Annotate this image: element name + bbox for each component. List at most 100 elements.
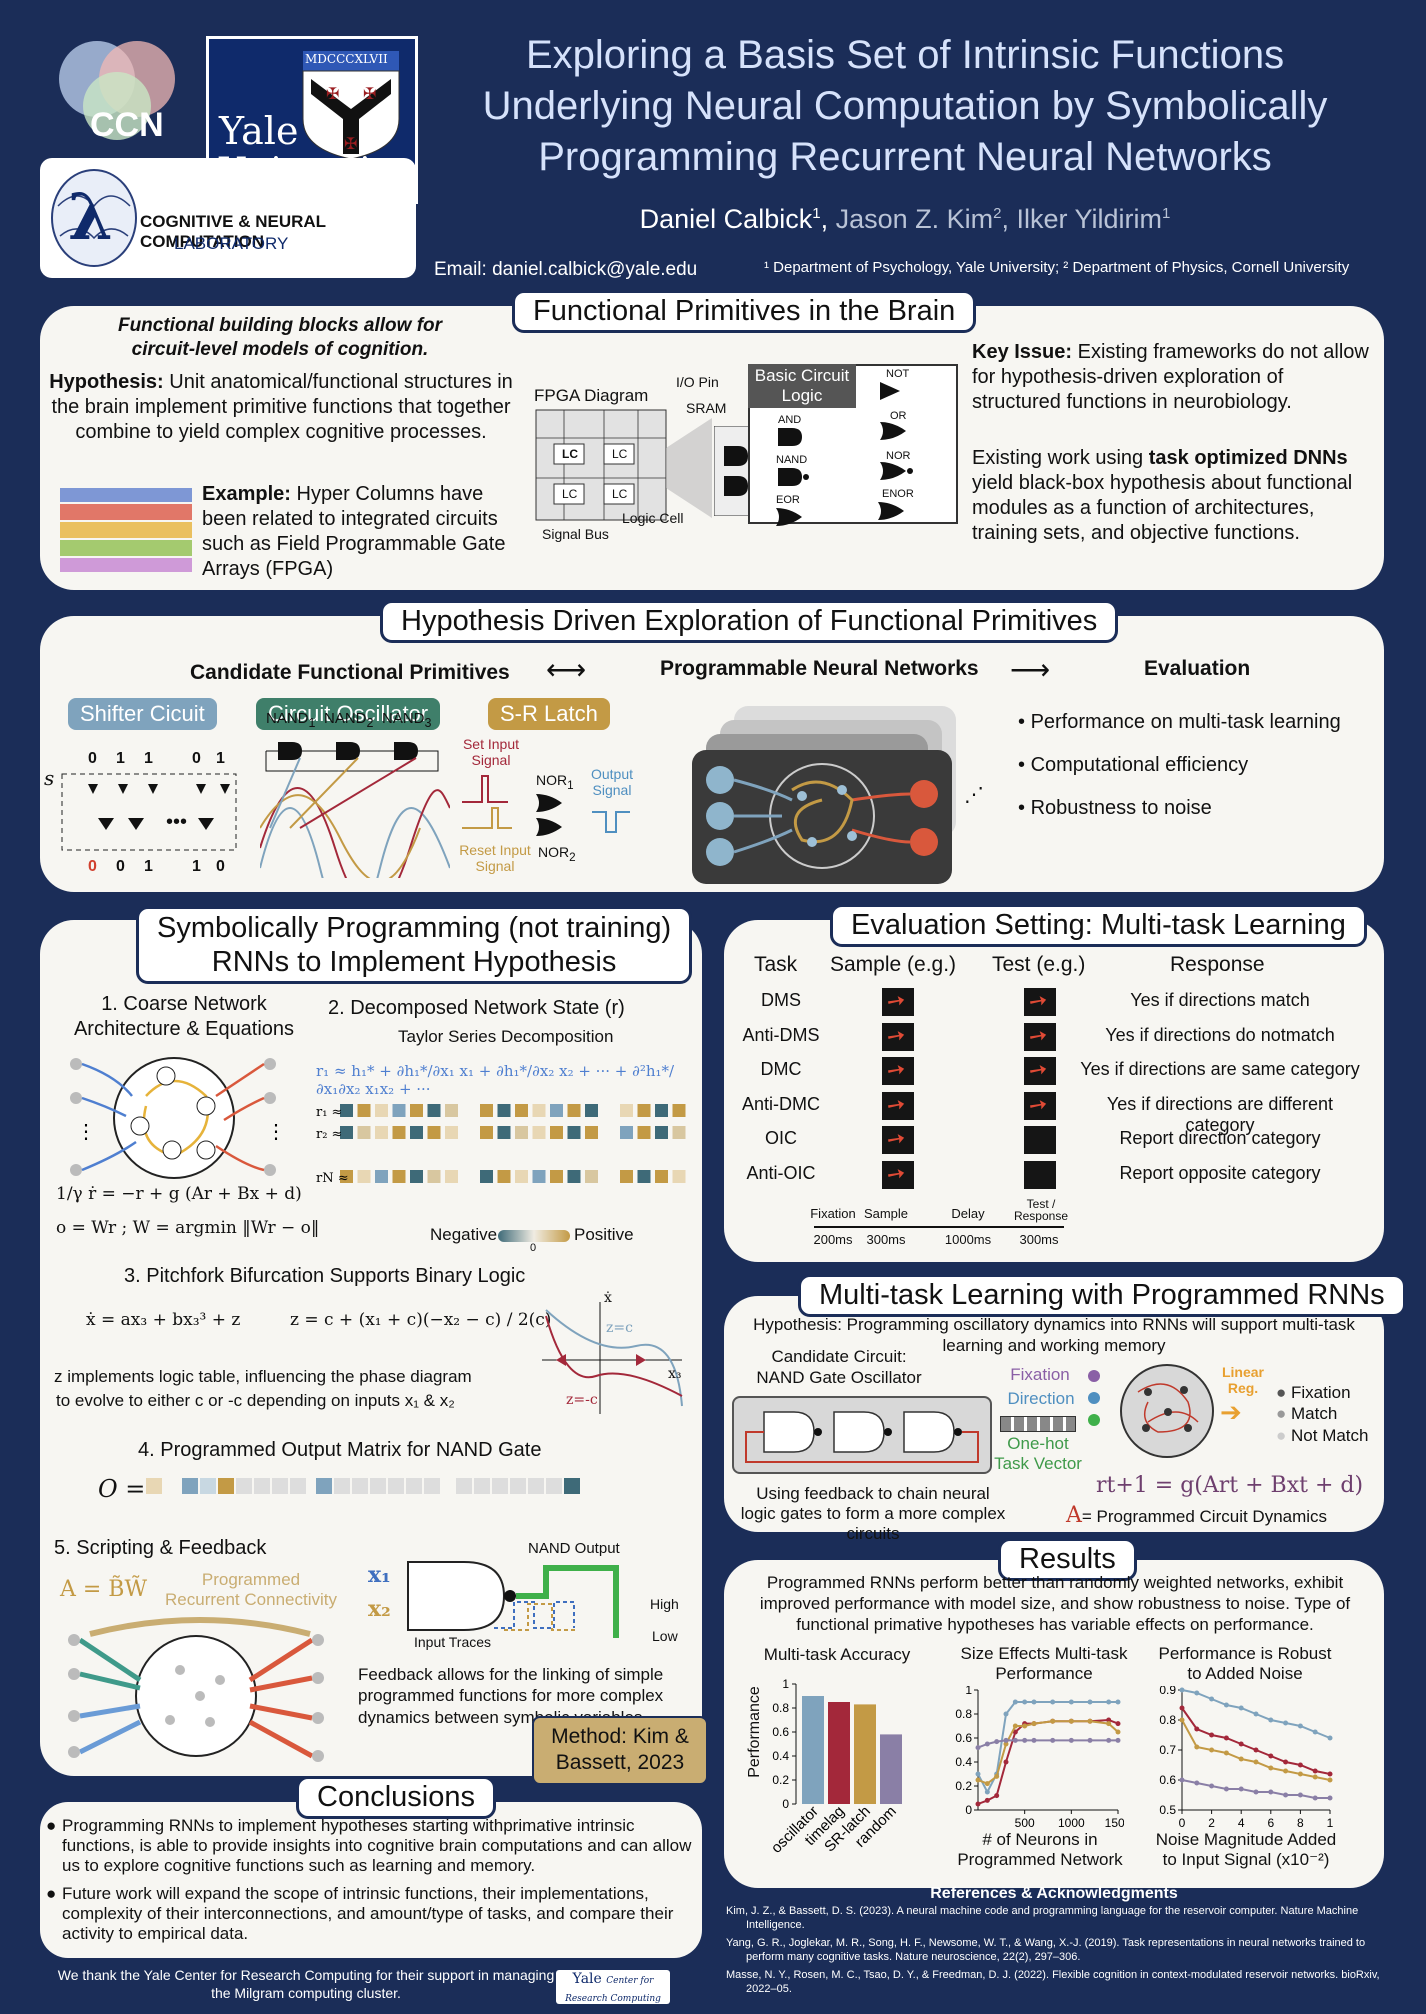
series-point-2: [1031, 1721, 1037, 1727]
series-line-0: [977, 1701, 1118, 1795]
taylor-cell: [340, 1170, 353, 1183]
phase-sample: Sample: [863, 1206, 909, 1221]
output-cell: [388, 1478, 404, 1494]
taylor-cell: [672, 1170, 686, 1183]
series-point-1: [1268, 1753, 1274, 1759]
refs-title: References & Acknowledgments: [930, 1885, 1178, 1902]
series-point-1: [975, 1801, 981, 1807]
taylor-cell: [637, 1170, 651, 1183]
s3-h3: 3. Pitchfork Bifurcation Supports Binary…: [124, 1265, 526, 1287]
output-cell: [424, 1478, 440, 1494]
taylor-cell: [410, 1170, 423, 1183]
coarse-network-diagram: ⋮ ⋮: [56, 1046, 290, 1196]
task-name: Anti-OIC: [746, 1162, 816, 1183]
ycrc-center: Center for Research Computing: [565, 1976, 661, 2004]
bit-top-3: 0: [192, 750, 201, 767]
series-point-0: [1115, 1699, 1121, 1705]
output-cell: [474, 1478, 490, 1494]
series-point-1: [1115, 1721, 1121, 1727]
series-point-1: [1012, 1729, 1018, 1735]
s5-eq: rt+1 = g(Art + Bxt + d): [1096, 1473, 1364, 1498]
colorbar-gradient: [498, 1230, 570, 1242]
series-point-2: [1087, 1718, 1093, 1724]
c3-xlabel: Noise Magnitude Added to Input Signal (x1…: [1155, 1830, 1337, 1869]
pill-oscillator: Circuit Oscillator: [256, 698, 441, 730]
task-name: Anti-DMS: [742, 1024, 820, 1045]
direction-arrow-icon: ➚: [881, 1123, 912, 1155]
gate-nand: NAND: [776, 454, 808, 466]
ref-2: Yang, G. R., Joglekar, M. R., Song, H. F…: [726, 1937, 1366, 1963]
svg-text:⋮: ⋮: [266, 1121, 286, 1143]
task-response: Yes if directions match: [1130, 990, 1310, 1010]
x-tick-label: 8: [1297, 1816, 1304, 1830]
pos-label: Positive: [574, 1225, 634, 1244]
bar-SR-latch: [854, 1704, 876, 1804]
series-point-1: [1283, 1759, 1289, 1765]
y-tick-label: 1: [782, 1677, 789, 1691]
s4-title: Evaluation Setting: Multi-task Learning: [830, 904, 1367, 948]
c3-title: Performance is Robust to Added Noise: [1158, 1644, 1332, 1683]
direction-arrow-icon: ➚: [881, 1157, 912, 1189]
eq-dynamics: 1/γ ṙ = −r + g (Ar + Bx + d): [56, 1184, 302, 1204]
series-point-0: [1106, 1699, 1112, 1705]
taylor-cell: [620, 1126, 633, 1139]
series-point-2: [1223, 1750, 1229, 1756]
series-point-0: [1268, 1717, 1274, 1723]
author-3: Ilker Yildirim: [1016, 204, 1163, 234]
y-tick-label: 0.8: [955, 1707, 972, 1721]
taylor-cell: [375, 1170, 388, 1183]
taylor-cell: [550, 1170, 563, 1183]
direction-arrow-icon: ➚: [881, 985, 912, 1017]
task-response: Yes if directions are different category: [1106, 1093, 1334, 1135]
eval-list: • Performance on multi-task learning • C…: [1018, 710, 1378, 821]
series-point-2: [1012, 1723, 1018, 1729]
nand-3-label: NAND3: [382, 710, 432, 730]
taylor-cell: [357, 1170, 371, 1183]
th-task: Task: [754, 953, 798, 976]
task-response: Yes if directions do notmatch: [1105, 1024, 1335, 1045]
s2-col3: Evaluation: [1144, 657, 1251, 680]
key-text: Existing frameworks do not allow for hyp…: [972, 341, 1369, 413]
bar-oscillator: [802, 1696, 824, 1804]
taylor-cell: [655, 1126, 668, 1139]
s1-existing: Existing work using task optimized DNNs …: [972, 446, 1372, 546]
signal-bus-label: Signal Bus: [542, 526, 609, 542]
s1-lead: Functional building blocks allow for cir…: [117, 315, 443, 360]
taylor-cell: [567, 1170, 581, 1183]
series-point-3: [1297, 1792, 1303, 1798]
series-point-3: [1283, 1792, 1289, 1798]
io-pin-label: I/O Pin: [676, 374, 719, 390]
in-onehot: One-hot Task Vector: [994, 1434, 1082, 1473]
series-point-2: [1268, 1765, 1274, 1771]
y-tick-label: 0.5: [1159, 1803, 1176, 1817]
taylor-cell: [480, 1170, 493, 1183]
taylor-cell: [620, 1170, 633, 1183]
bar-random: [880, 1734, 902, 1804]
gate-eor: EOR: [776, 494, 800, 506]
taylor-cell: [585, 1170, 598, 1183]
taylor-cell: [357, 1104, 371, 1117]
s3-h5: 5. Scripting & Feedback: [54, 1537, 267, 1559]
series-point-3: [1194, 1780, 1200, 1786]
lc-3: LC: [562, 487, 578, 501]
y-tick-label: 0.7: [1159, 1743, 1176, 1757]
email: Email: daniel.calbick@yale.edu: [434, 259, 698, 280]
series-point-0: [1050, 1699, 1056, 1705]
series-point-1: [984, 1797, 990, 1803]
x1-input: x₁: [368, 1562, 391, 1588]
output-cell: [406, 1478, 422, 1494]
taylor-cell: [585, 1104, 598, 1117]
double-arrow-icon: ⟷: [546, 654, 587, 685]
taylor-cell: [585, 1126, 598, 1139]
series-point-2: [1327, 1777, 1333, 1783]
series-point-0: [1087, 1699, 1093, 1705]
series-point-2: [1283, 1768, 1289, 1774]
nor-1-label: NOR1: [536, 772, 574, 792]
task-response: Yes if directions are same category: [1080, 1059, 1360, 1079]
results-text: Programmed RNNs perform better than rand…: [759, 1573, 1351, 1634]
author-2-sup: 2: [993, 205, 1002, 222]
author-3-sup: 1: [1162, 205, 1171, 222]
lambda-icon: λ: [68, 180, 113, 255]
y-tick-label: 0.2: [772, 1773, 789, 1787]
zero-label: 0: [530, 1242, 537, 1254]
